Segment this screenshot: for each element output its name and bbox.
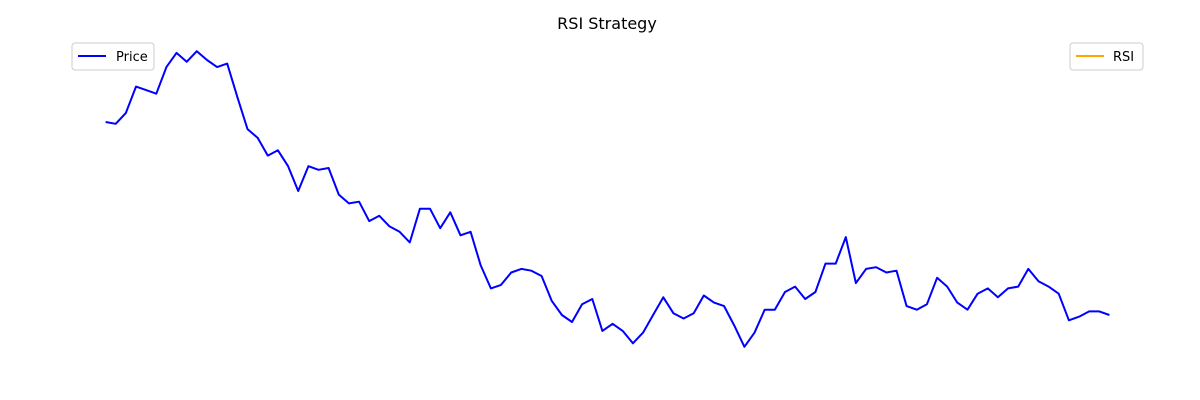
chart-title: RSI Strategy xyxy=(557,14,657,33)
series-line-price xyxy=(105,50,1110,348)
legend-price-label: Price xyxy=(116,50,148,65)
legend-rsi: RSI xyxy=(1069,42,1144,71)
legend-price: Price xyxy=(71,42,155,71)
plot-area xyxy=(105,50,1110,348)
legend-price-frame xyxy=(71,42,155,71)
legend-rsi-label: RSI xyxy=(1113,50,1134,65)
legend-rsi-frame xyxy=(1069,42,1144,71)
